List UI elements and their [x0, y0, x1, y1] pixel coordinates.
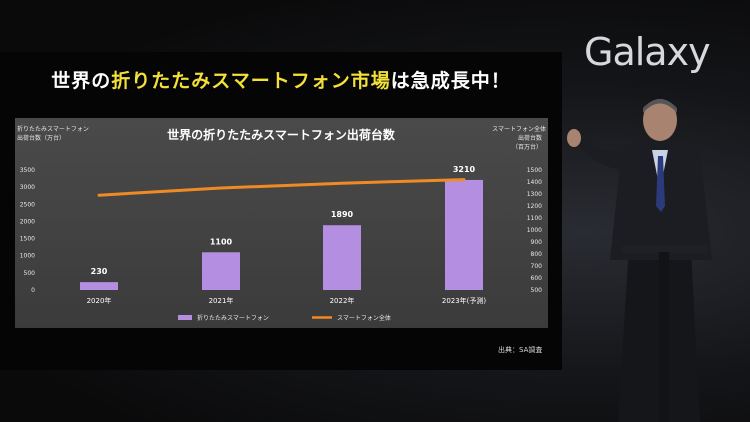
- legend-bar-label: 折りたたみスマートフォン: [197, 314, 269, 322]
- line-path: [97, 178, 466, 197]
- line-series: [97, 178, 466, 197]
- bar-2: [323, 225, 361, 290]
- bar-label-3: 3210: [453, 165, 476, 174]
- left-tick-1: 500: [24, 270, 36, 277]
- right-tick-2: 700: [531, 263, 543, 270]
- podium-stem: [659, 252, 669, 422]
- podium-top: [622, 245, 708, 253]
- right-axis-label-line1: スマートフォン全体: [492, 125, 546, 133]
- right-tick-1: 600: [531, 275, 543, 282]
- x-axis-labels: 2020年 2021年 2022年 2023年(予測): [87, 296, 487, 305]
- left-tick-3: 1500: [20, 236, 35, 243]
- bar-value-labels: 230 1100 1890 3210: [91, 165, 476, 276]
- right-tick-4: 900: [531, 239, 543, 246]
- left-axis-label-line2: 出荷台数（万台）: [17, 134, 65, 142]
- legend-line-label: スマートフォン全体: [337, 314, 391, 322]
- right-tick-9: 1400: [527, 179, 542, 186]
- right-axis-label-line3: （百万台）: [512, 143, 542, 151]
- slide-headline: 世界の折りたたみスマートフォン市場は急成長中！: [0, 66, 562, 93]
- bar-1: [202, 252, 240, 290]
- right-axis-label-line2: 出荷台数: [518, 134, 542, 142]
- right-tick-10: 1500: [527, 167, 542, 174]
- headline-prefix: 世界の: [51, 70, 112, 92]
- x-label-2: 2022年: [330, 296, 355, 305]
- left-tick-0: 0: [31, 287, 35, 294]
- bar-3: [445, 179, 483, 290]
- right-tick-8: 1300: [527, 191, 542, 198]
- headline-suffix: は急成長中！: [390, 70, 511, 92]
- bar-0: [80, 282, 118, 290]
- left-axis-ticks: 0 500 1000 1500 2000 2500 3000 3500: [20, 167, 35, 294]
- brand-logo: Galaxy: [584, 30, 711, 74]
- bar-label-2: 1890: [331, 210, 354, 219]
- x-label-1: 2021年: [209, 296, 234, 305]
- right-tick-0: 500: [531, 287, 543, 294]
- chart-title: 世界の折りたたみスマートフォン出荷台数: [167, 127, 396, 142]
- source-note: 出典：SA調査: [498, 346, 543, 354]
- left-axis-label-line1: 折りたたみスマートフォン: [17, 125, 89, 133]
- right-tick-3: 800: [531, 251, 543, 258]
- bar-label-0: 230: [91, 267, 108, 276]
- left-tick-2: 1000: [20, 253, 35, 260]
- shipment-chart: 世界の折りたたみスマートフォン出荷台数 折りたたみスマートフォン 出荷台数（万台…: [17, 125, 546, 322]
- bar-series: [80, 179, 483, 290]
- right-axis-ticks: 500 600 700 800 900 1000 1100 1200 1300 1400 1500: [527, 167, 542, 294]
- right-tick-7: 1200: [527, 203, 542, 210]
- right-tick-6: 1100: [527, 215, 542, 222]
- left-tick-5: 2500: [20, 201, 35, 208]
- legend-bar-swatch: [178, 315, 192, 320]
- left-tick-6: 3000: [20, 184, 35, 191]
- headline-highlight: 折りたたみスマートフォン市場: [111, 70, 391, 92]
- x-label-0: 2020年: [87, 296, 112, 305]
- left-tick-4: 2000: [20, 218, 35, 225]
- bar-label-1: 1100: [210, 237, 233, 246]
- left-tick-7: 3500: [20, 167, 35, 174]
- right-tick-5: 1000: [527, 227, 542, 234]
- x-label-3: 2023年(予測): [442, 296, 487, 305]
